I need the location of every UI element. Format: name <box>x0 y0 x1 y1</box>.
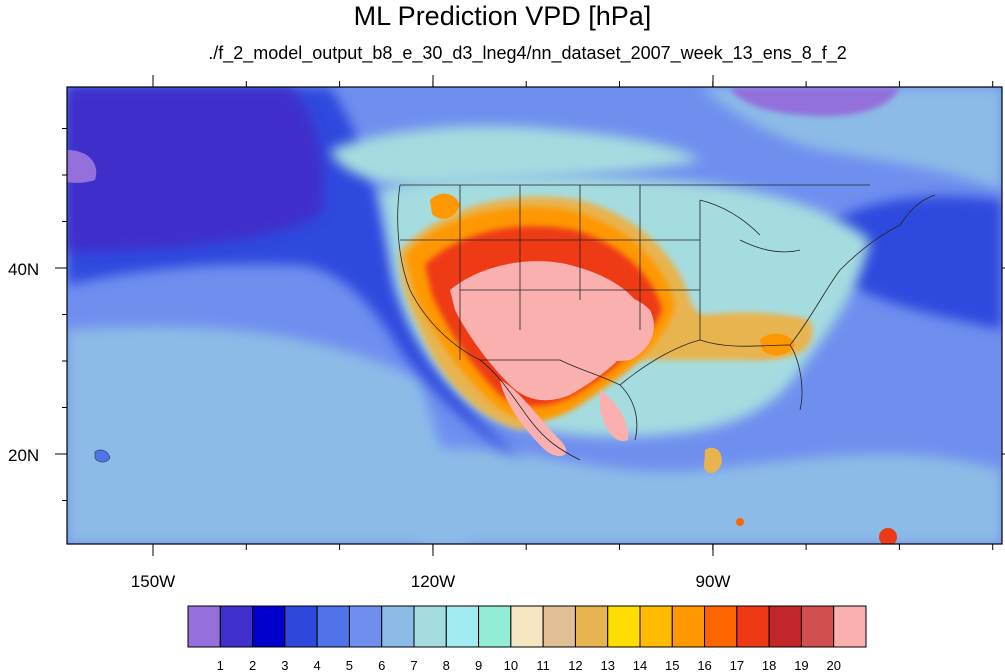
orange-georgia <box>760 333 795 356</box>
colorbar-swatch <box>800 605 835 648</box>
colorbar-swatch <box>574 605 609 648</box>
axis-ticks <box>55 75 1005 556</box>
colorbar-swatch <box>413 605 447 648</box>
red-spot-se <box>879 528 897 544</box>
hudson-purple <box>730 87 900 117</box>
colorbar-swatch <box>284 605 318 648</box>
canada-moist <box>330 126 700 185</box>
orange-nw-patch <box>430 193 460 219</box>
colorbar-swatch <box>671 605 706 648</box>
lat-label-20n: 20N <box>8 446 39 465</box>
arid-core-texas <box>560 291 654 361</box>
vpd-field <box>67 87 1002 544</box>
pacific-darkest <box>67 87 324 252</box>
hawaii-island <box>94 449 111 463</box>
colorbar-label: 4 <box>314 658 321 672</box>
colorbar-swatch <box>316 605 350 648</box>
atlantic-dark <box>819 196 1002 330</box>
colorbar-swatch <box>833 605 867 648</box>
colorbar-label: 1 <box>217 658 224 672</box>
colorbar-swatch <box>252 605 286 648</box>
pacific-purple-patch <box>67 150 97 183</box>
map-title: ML Prediction VPD [hPa] <box>353 1 652 31</box>
colorbar-label: 16 <box>697 658 711 672</box>
colorbar: 1 2 3 4 5 6 7 8 9 10 11 12 13 14 15 16 17 18 19 20 <box>187 605 867 672</box>
colorbar-swatch <box>510 605 544 648</box>
map-frame <box>66 86 1003 545</box>
colorbar-swatch <box>381 605 415 648</box>
colorbar-label: 18 <box>762 658 776 672</box>
colorbar-swatch <box>542 605 576 648</box>
lon-label-90w: 90W <box>696 572 731 591</box>
lon-label-150w: 150W <box>131 572 175 591</box>
colorbar-swatch <box>219 605 254 648</box>
colorbar-label: 11 <box>536 658 550 672</box>
colorbar-swatch <box>348 605 383 648</box>
map-subtitle: ./f_2_model_output_b8_e_30_d3_lneg4/nn_d… <box>208 43 847 63</box>
colorbar-label: 14 <box>633 658 647 672</box>
colorbar-label: 2 <box>249 658 256 672</box>
canada-light <box>700 87 1002 190</box>
borders <box>397 184 936 461</box>
orange-spot-sa <box>736 518 744 526</box>
lon-label-120w: 120W <box>411 572 455 591</box>
colorbar-label: 10 <box>504 658 518 672</box>
lat-label-40n: 40N <box>8 260 39 279</box>
colorbar-label: 5 <box>346 658 353 672</box>
colorbar-label: 6 <box>378 658 385 672</box>
colorbar-label: 8 <box>443 658 450 672</box>
ocean-caribbean-light <box>420 448 1002 544</box>
colorbar-swatch <box>187 605 221 648</box>
colorbar-label: 20 <box>826 658 840 672</box>
colorbar-label: 9 <box>475 658 482 672</box>
colorbar-swatch <box>478 605 512 648</box>
colorbar-label: 19 <box>794 658 808 672</box>
colorbar-label: 15 <box>665 658 679 672</box>
colorbar-swatch <box>639 605 673 648</box>
colorbar-label: 3 <box>281 658 288 672</box>
colorbar-swatch <box>736 605 770 648</box>
arid-core-mexico <box>600 390 629 441</box>
colorbar-swatch <box>445 605 480 648</box>
colorbar-swatch <box>704 605 738 648</box>
colorbar-swatch <box>768 605 802 648</box>
arid-core-baja <box>500 380 567 457</box>
colorbar-label: 13 <box>600 658 614 672</box>
colorbar-label: 7 <box>410 658 417 672</box>
colorbar-swatch <box>607 605 641 648</box>
colorbar-label: 17 <box>730 658 744 672</box>
ocean-south-light <box>67 326 470 544</box>
colorbar-label: 12 <box>568 658 582 672</box>
caribbean-tan <box>704 447 722 474</box>
